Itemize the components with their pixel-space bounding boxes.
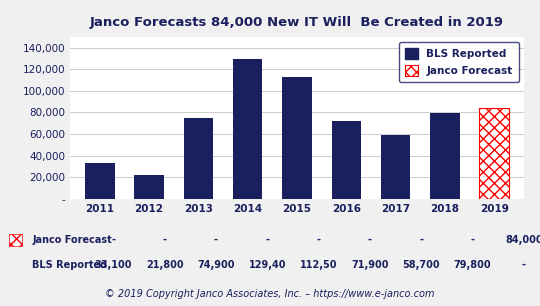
Text: 71,900: 71,900	[351, 260, 389, 270]
Text: 74,900: 74,900	[197, 260, 235, 270]
Text: -: -	[111, 235, 116, 245]
Bar	[184, 118, 213, 199]
Text: -: -	[470, 235, 475, 245]
Text: -: -	[163, 235, 167, 245]
Title: Janco Forecasts 84,000 New IT Will  Be Created in 2019: Janco Forecasts 84,000 New IT Will Be Cr…	[90, 16, 504, 28]
Text: -: -	[419, 235, 423, 245]
Text: -: -	[265, 235, 269, 245]
Text: -: -	[214, 235, 218, 245]
Text: -: -	[368, 235, 372, 245]
Text: 112,50: 112,50	[300, 260, 338, 270]
Text: Janco Forecast: Janco Forecast	[32, 235, 112, 245]
Bar	[134, 175, 164, 199]
Bar	[430, 113, 460, 199]
Text: BLS Reported: BLS Reported	[32, 260, 107, 270]
Text: 79,800: 79,800	[454, 260, 491, 270]
Legend: BLS Reported, Janco Forecast: BLS Reported, Janco Forecast	[399, 42, 518, 82]
Text: © 2019 Copyright Janco Associates, Inc. – https://www.e-janco.com: © 2019 Copyright Janco Associates, Inc. …	[105, 289, 435, 299]
Bar	[332, 121, 361, 199]
Text: 58,700: 58,700	[402, 260, 440, 270]
Bar	[480, 108, 509, 199]
Text: 129,40: 129,40	[248, 260, 286, 270]
Text: -: -	[316, 235, 321, 245]
Bar	[282, 77, 312, 199]
Bar	[381, 136, 410, 199]
Text: 84,000: 84,000	[505, 235, 540, 245]
Text: -: -	[522, 260, 526, 270]
Bar	[85, 163, 114, 199]
Bar	[9, 234, 22, 246]
Bar	[233, 59, 262, 199]
Text: 21,800: 21,800	[146, 260, 184, 270]
Text: 33,100: 33,100	[94, 260, 132, 270]
